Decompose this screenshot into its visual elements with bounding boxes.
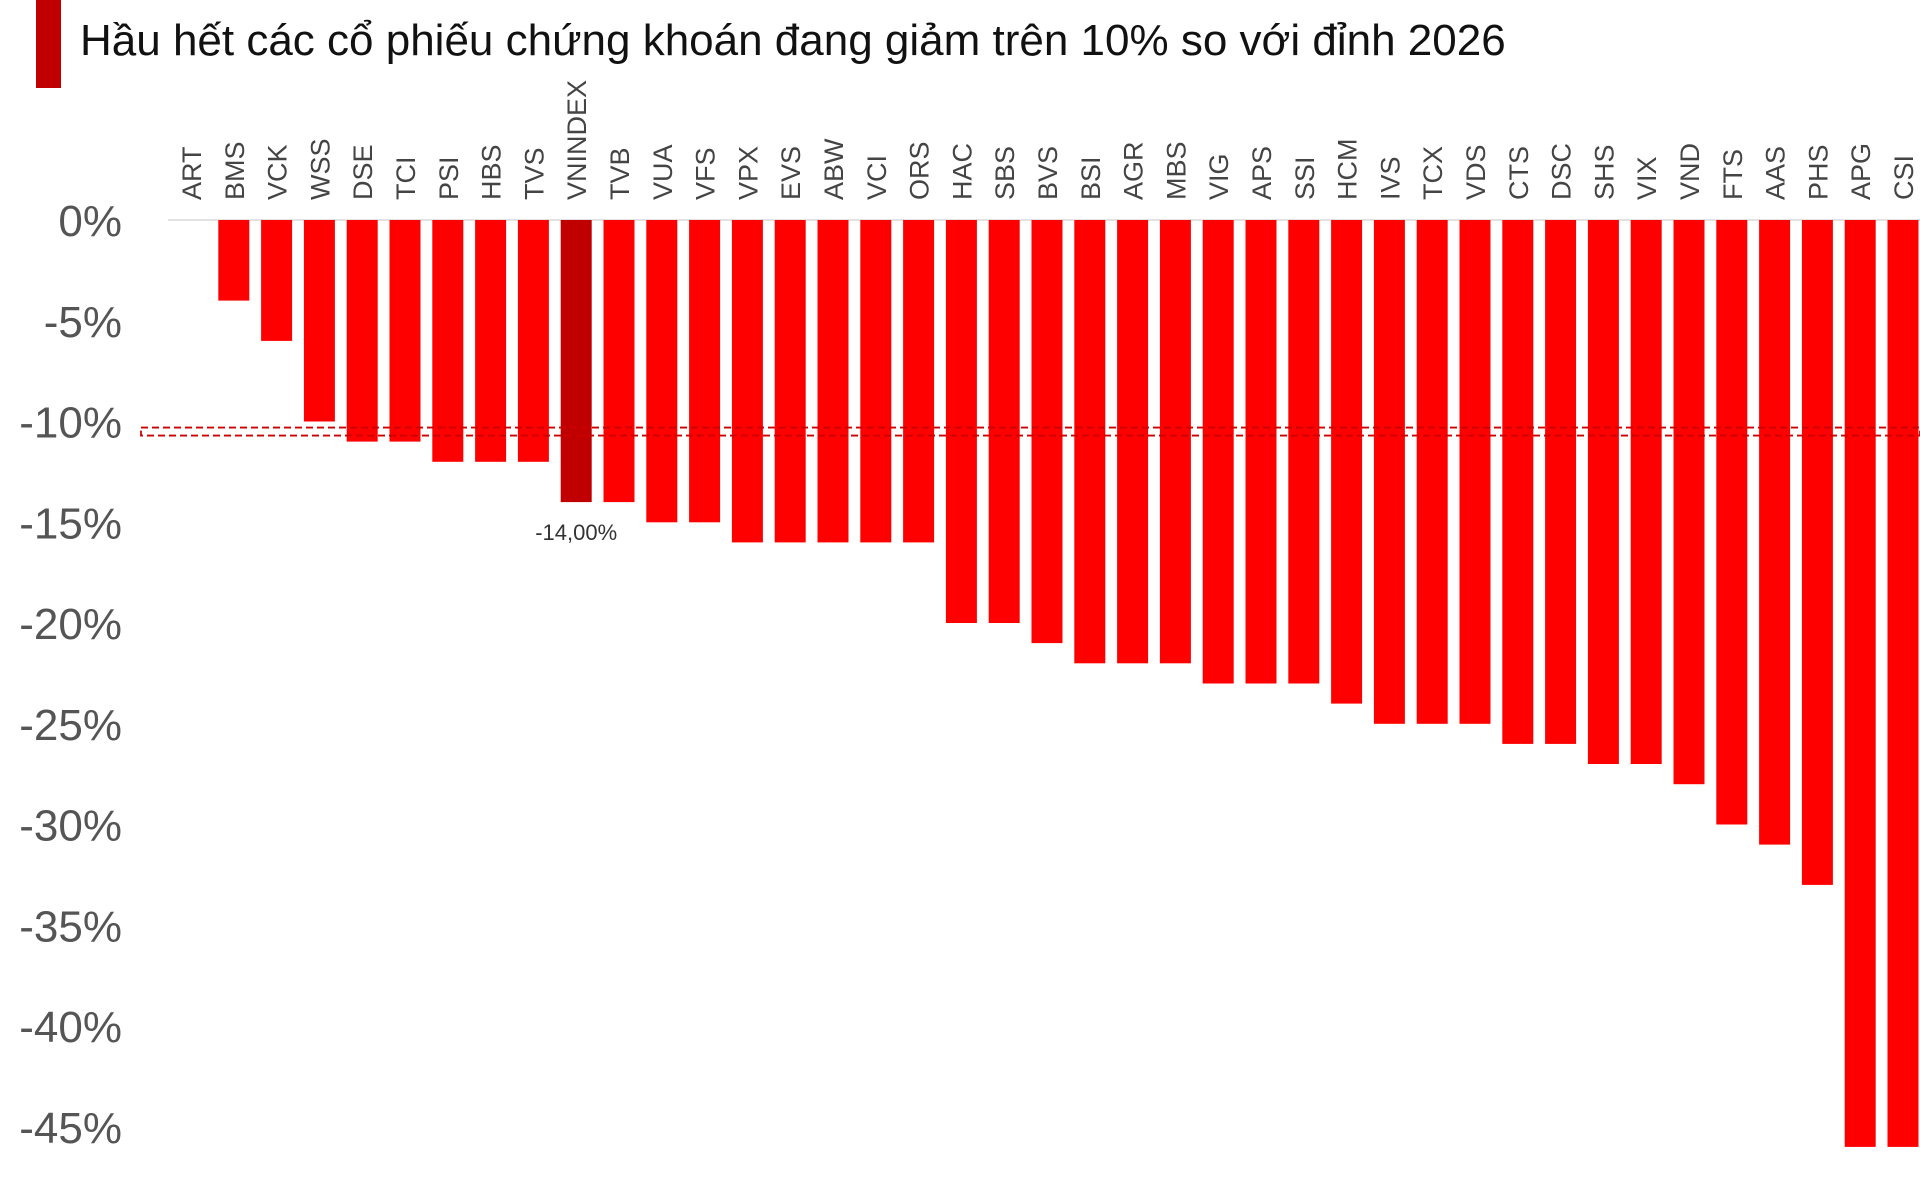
category-label: AAS [1761, 146, 1791, 200]
category-label: VFS [691, 147, 721, 200]
category-label: VIG [1204, 153, 1234, 200]
category-label: VDS [1461, 144, 1491, 200]
bar-vci [860, 220, 892, 543]
category-label: APS [1247, 146, 1277, 200]
category-label: TCI [391, 157, 421, 201]
y-tick-label: -25% [19, 701, 122, 750]
category-label: IVS [1375, 156, 1405, 200]
y-tick-label: -30% [19, 802, 122, 851]
bar-vua [646, 220, 678, 523]
data-label-vnindex: -14,00% [535, 520, 617, 545]
category-label: VND [1675, 143, 1705, 200]
category-label: VNINDEX [562, 80, 592, 200]
bar-ivs [1373, 220, 1405, 724]
bar-cts [1502, 220, 1534, 744]
y-tick-label: -45% [19, 1104, 122, 1153]
bar-vnd [1673, 220, 1705, 785]
y-tick-label: -35% [19, 902, 122, 951]
bar-bms [218, 220, 250, 301]
category-label: BMS [220, 141, 250, 200]
category-label: PSI [434, 156, 464, 200]
category-label: APG [1846, 143, 1876, 200]
y-tick-label: -5% [44, 298, 122, 347]
title-accent-bar [36, 0, 61, 88]
bar-mbs [1159, 220, 1191, 664]
category-label: SSI [1290, 156, 1320, 200]
bar-phs [1801, 220, 1833, 885]
category-label: CTS [1504, 146, 1534, 200]
category-label: BSI [1076, 156, 1106, 200]
bar-vds [1459, 220, 1491, 724]
bar-bsi [1074, 220, 1106, 664]
bar-apg [1844, 220, 1876, 1147]
y-tick-label: 0% [58, 197, 122, 246]
bar-psi [432, 220, 464, 462]
category-label: ORS [905, 141, 935, 200]
bar-vpx [731, 220, 763, 543]
category-label: AGR [1119, 141, 1149, 200]
category-label: MBS [1161, 141, 1191, 200]
category-label: EVS [776, 146, 806, 200]
bar-hcm [1331, 220, 1363, 704]
category-label: PHS [1803, 144, 1833, 200]
bar-dse [346, 220, 378, 442]
category-label: BVS [1033, 146, 1063, 200]
category-label: FTS [1718, 149, 1748, 200]
category-label: SHS [1589, 144, 1619, 200]
category-label: VPX [733, 146, 763, 200]
category-label: TVB [605, 147, 635, 200]
bar-tcx [1416, 220, 1448, 724]
bar-dsc [1545, 220, 1577, 744]
bar-aps [1245, 220, 1277, 684]
category-label: DSE [348, 144, 378, 200]
category-label: TVS [519, 147, 549, 200]
bar-hbs [475, 220, 507, 462]
category-label: HAC [947, 143, 977, 200]
category-label: DSC [1547, 143, 1577, 200]
bar-csi [1887, 220, 1919, 1147]
category-label: ART [177, 146, 207, 200]
bar-fts [1716, 220, 1748, 825]
category-label: VCK [263, 144, 293, 200]
bar-ssi [1288, 220, 1320, 684]
category-label: SBS [990, 146, 1020, 200]
bar-tci [389, 220, 421, 442]
bar-vnindex [560, 220, 592, 503]
bar-evs [774, 220, 806, 543]
bar-agr [1117, 220, 1149, 664]
reference-dashed-line [140, 426, 1920, 437]
chart-title: Hầu hết các cổ phiếu chứng khoán đang gi… [80, 16, 1506, 65]
y-tick-label: -40% [19, 1003, 122, 1052]
bar-shs [1587, 220, 1619, 764]
bar-wss [303, 220, 335, 422]
category-label: HCM [1333, 139, 1363, 201]
bar-bvs [1031, 220, 1063, 644]
category-label: VCI [862, 155, 892, 200]
bar-tvb [603, 220, 635, 503]
y-tick-label: -15% [19, 499, 122, 548]
category-label: ABW [819, 138, 849, 200]
category-label: VUA [648, 144, 678, 200]
bar-hac [945, 220, 977, 623]
bar-abw [817, 220, 849, 543]
bar-tvs [517, 220, 549, 462]
bar-vck [261, 220, 293, 341]
bar-vix [1630, 220, 1662, 764]
bar-vfs [689, 220, 721, 523]
category-label: WSS [305, 138, 335, 200]
category-label: HBS [477, 144, 507, 200]
category-label: VIX [1632, 156, 1662, 200]
bar-vig [1202, 220, 1234, 684]
bar-sbs [988, 220, 1020, 623]
bar-ors [903, 220, 935, 543]
bar-aas [1759, 220, 1791, 845]
y-tick-label: -10% [19, 399, 122, 448]
category-label: CSI [1889, 155, 1919, 200]
y-tick-label: -20% [19, 600, 122, 649]
category-label: TCX [1418, 146, 1448, 200]
